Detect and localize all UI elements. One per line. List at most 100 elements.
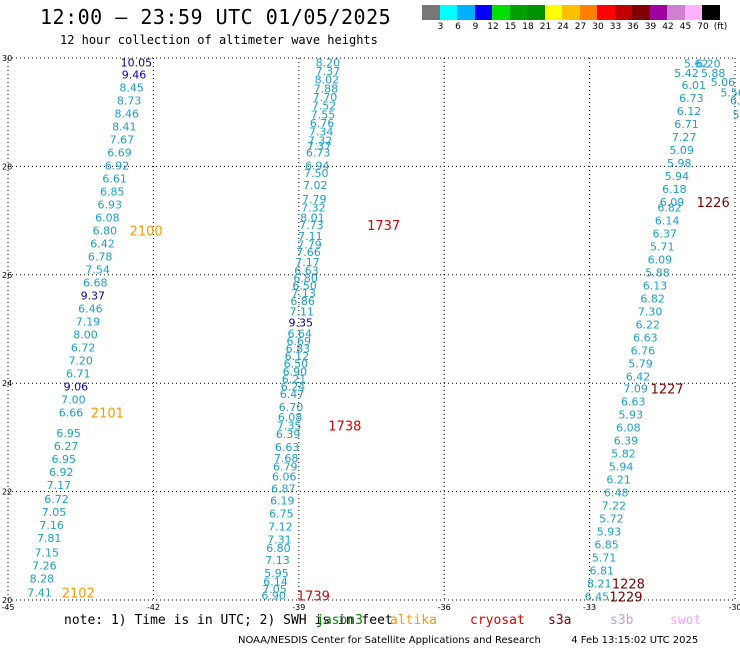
wave-height-label: 8.00 <box>73 328 98 341</box>
wave-height-label: 7.67 <box>110 133 135 146</box>
wave-height-label: 6.87 <box>271 482 296 495</box>
wave-height-label: 6.69 <box>287 335 312 348</box>
wave-height-label: 7.11 <box>289 306 314 319</box>
colorbar-label: (ft) <box>713 22 728 32</box>
colorbar-swatch <box>649 5 667 20</box>
colorbar-label: 39 <box>644 22 657 32</box>
wave-height-label: 8.28 <box>30 572 55 585</box>
wave-height-label: 8.41 <box>112 120 137 133</box>
wave-height-label: 7.02 <box>303 179 328 192</box>
satellite-swot: swot <box>670 613 702 628</box>
wave-height-label: 6.82 <box>640 293 665 306</box>
wave-height-label: 7.32 <box>301 202 326 215</box>
wave-height-label: 6.22 <box>636 319 661 332</box>
wave-height-label: 6.47 <box>280 388 305 401</box>
wave-height-label: 6.79 <box>273 461 298 474</box>
wave-height-label: 7.31 <box>267 533 292 546</box>
wave-height-label: 6.14 <box>655 215 680 228</box>
pass-time-label: 1738 <box>328 419 361 434</box>
colorbar-swatch <box>562 5 580 20</box>
wave-height-label: 6.09 <box>648 254 673 267</box>
colorbar-label: 33 <box>609 22 622 32</box>
colorbar-swatch <box>422 5 440 20</box>
lon-tick-label: -45 <box>1 603 14 612</box>
wave-height-label: 6.45 <box>585 591 610 604</box>
wave-height-label: 6.54 <box>730 94 740 107</box>
colorbar-label: 70 <box>697 22 709 32</box>
timestamp: 4 Feb 13:15:02 UTC 2025 <box>571 635 699 646</box>
wave-height-label: 6.12 <box>677 105 702 118</box>
wave-height-label: 5.95 <box>264 567 289 580</box>
wave-height-label: 7.11 <box>298 230 323 243</box>
wave-height-label: 7.50 <box>304 167 329 180</box>
credit-line: NOAA/NESDIS Center for Satellite Applica… <box>238 635 698 646</box>
colorbar-swatch <box>474 5 492 20</box>
lat-tick-label: 22 <box>2 488 12 497</box>
colorbar-label: 42 <box>662 22 674 32</box>
wave-height-label: 7.17 <box>47 479 72 492</box>
colorbar-swatch <box>614 5 632 20</box>
wave-height-label: 7.68 <box>274 452 299 465</box>
wave-height-label: 6.64 <box>288 327 313 340</box>
wave-height-label: 5.42 <box>674 67 699 80</box>
wave-height-label: 6.63 <box>633 332 658 345</box>
wave-height-label: 5.88 <box>701 67 726 80</box>
wave-height-label: 9.46 <box>122 68 147 81</box>
wave-height-label: 6.76 <box>310 117 335 130</box>
wave-height-label: 5.98 <box>667 157 692 170</box>
colorbar-label: 21 <box>539 22 552 32</box>
wave-height-label: 6.63 <box>621 396 646 409</box>
wave-height-label: 6.80 <box>266 542 291 555</box>
wave-height-label: 6.81 <box>589 565 614 578</box>
wave-height-label: 7.19 <box>76 315 101 328</box>
colorbar-swatch <box>439 5 457 20</box>
wave-height-label: 5.71 <box>592 552 617 565</box>
lat-tick-label: 30 <box>2 54 12 63</box>
wave-height-label: 6.82 <box>657 202 682 215</box>
lat-tick-label: 26 <box>2 271 12 280</box>
wave-height-label: 6.86 <box>290 295 315 308</box>
wave-height-label: 7.09 <box>623 383 648 396</box>
wave-height-label: 6.72 <box>44 493 69 506</box>
wave-height-label: 6.08 <box>95 211 120 224</box>
wave-height-label: 7.13 <box>265 554 290 567</box>
wave-height-label: 6.63 <box>294 264 319 277</box>
wave-height-label: 6.94 <box>305 159 330 172</box>
wave-height-label: 7.79 <box>302 193 327 206</box>
wave-height-label: 7.35 <box>277 419 302 432</box>
wave-height-label: 6.50 <box>292 280 317 293</box>
wave-height-label: 6.75 <box>269 507 294 520</box>
colorbar-label: 30 <box>592 22 604 32</box>
wave-height-label: 6.93 <box>98 198 123 211</box>
colorbar-swatch <box>579 5 597 20</box>
colorbar-labels: 3 6 9 12 15 18 21 24 27 30 33 36 39 42 45 70 (ft) <box>422 22 730 34</box>
wave-height-label: 6.63 <box>275 441 300 454</box>
wave-height-label: 7.05 <box>262 583 287 596</box>
wave-height-label: 7.17 <box>295 256 320 269</box>
wave-height-label: 5.79 <box>628 358 653 371</box>
wave-height-label: 7.34 <box>309 126 334 139</box>
wave-height-label: 6.42 <box>626 371 651 384</box>
footer-note: note: 1) Time is in UTC; 2) SWH is in fe… <box>64 613 393 628</box>
wave-height-label: 7.22 <box>602 500 627 513</box>
colorbar-swatch <box>684 5 702 20</box>
wave-height-label: 5.09 <box>669 144 694 157</box>
colorbar-swatch <box>492 5 510 20</box>
wave-height-label: 8.20 <box>316 56 341 69</box>
wave-height-label: 6.46 <box>78 302 103 315</box>
wave-height-label: 8.45 <box>119 81 144 94</box>
wave-height-label: 5.94 <box>665 170 690 183</box>
pass-time-label: 1229 <box>609 591 642 606</box>
colorbar-swatch <box>632 5 650 20</box>
wave-height-label: 6.80 <box>93 224 118 237</box>
wave-height-label: 6.71 <box>66 367 91 380</box>
wave-height-label: 6.95 <box>51 453 76 466</box>
wave-height-label: 7.26 <box>32 559 57 572</box>
wave-height-label: 6.92 <box>105 159 130 172</box>
colorbar-label: 24 <box>557 22 569 32</box>
wave-height-label: 6.61 <box>102 172 127 185</box>
wave-height-label: 9.35 <box>288 316 313 329</box>
wave-height-label: 6.08 <box>616 422 641 435</box>
wave-height-label: 6.83 <box>286 343 311 356</box>
wave-height-label: 6.85 <box>100 185 125 198</box>
